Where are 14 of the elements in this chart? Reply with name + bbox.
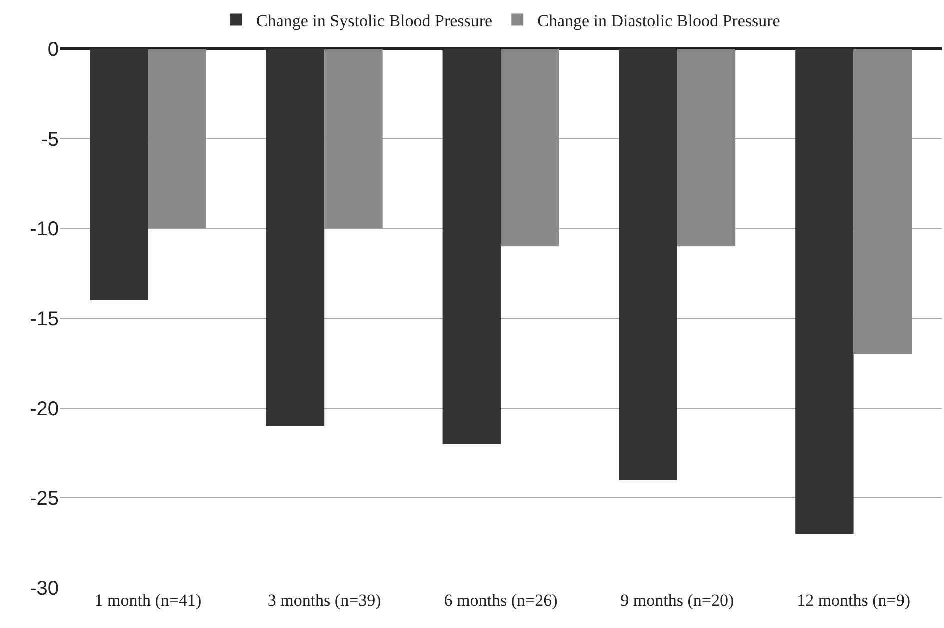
y-tick-label: -30 — [30, 578, 59, 600]
y-tick-label: -20 — [30, 398, 59, 420]
legend-label: Change in Systolic Blood Pressure — [256, 11, 493, 30]
x-tick-label: 3 months (n=39) — [268, 591, 382, 610]
y-tick-label: 0 — [48, 39, 59, 61]
y-tick-label: -25 — [30, 488, 59, 510]
y-tick-label: -5 — [41, 128, 59, 151]
x-tick-label: 6 months (n=26) — [444, 591, 558, 610]
x-tick-label: 9 months (n=20) — [620, 591, 734, 610]
x-tick-label: 1 month (n=41) — [94, 591, 202, 610]
x-tick-label: 12 months (n=9) — [797, 591, 911, 610]
y-tick-label: -15 — [30, 308, 59, 330]
legend-label: Change in Diastolic Blood Pressure — [538, 11, 780, 30]
y-tick-label: -10 — [30, 218, 59, 241]
